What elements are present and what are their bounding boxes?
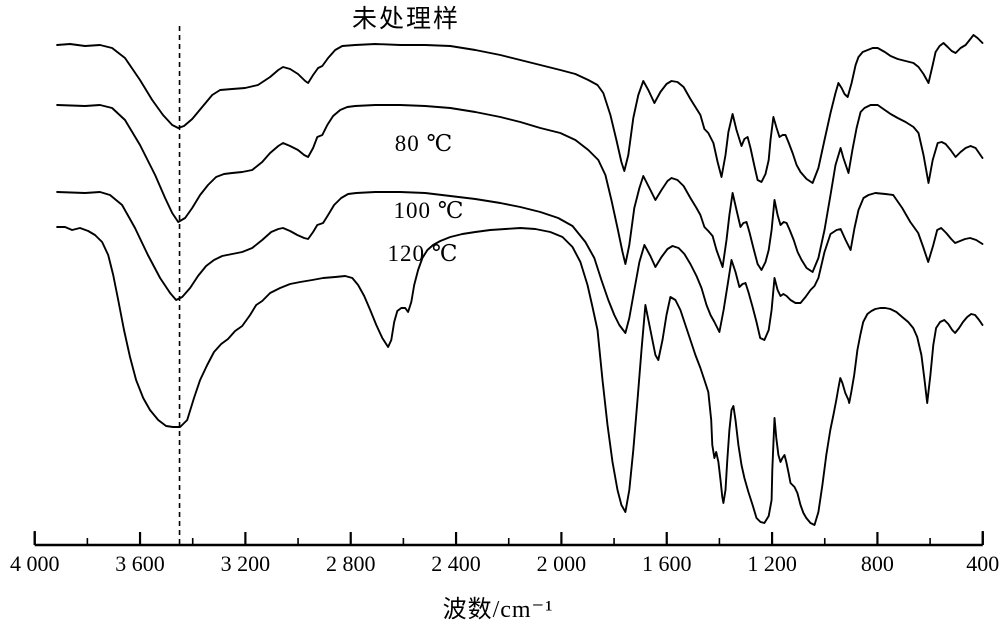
spectrum-curve-80C — [56, 104, 984, 273]
x-axis-title: 波数/cm⁻¹ — [442, 597, 554, 623]
x-tick-label-3200: 3 200 — [220, 551, 271, 576]
spectrum-curve-120C — [56, 226, 984, 526]
x-tick-label-2400: 2 400 — [431, 551, 481, 576]
x-tick-label-3600: 3 600 — [115, 551, 165, 576]
x-axis-minor-ticks — [86, 538, 931, 545]
x-tick-label-800: 800 — [860, 551, 894, 576]
spectrum-curve-untreated — [56, 34, 984, 184]
series-label-untreated: 未处理样 — [351, 6, 461, 33]
x-axis-major-ticks — [33, 532, 984, 545]
x-tick-label-1200: 1 200 — [747, 551, 797, 576]
x-tick-label-1600: 1 600 — [641, 551, 692, 576]
spectrum-curve-100C — [56, 191, 984, 341]
series-label-100c: 100 ℃ — [393, 198, 465, 223]
x-tick-label-2800: 2 800 — [325, 551, 376, 576]
series-label-80c: 80 ℃ — [394, 131, 454, 156]
x-tick-label-2000: 2 000 — [536, 551, 587, 576]
x-tick-label-400: 400 — [966, 551, 1000, 576]
series-label-120c: 120 ℃ — [387, 241, 459, 266]
x-tick-label-4000: 4 000 — [9, 551, 60, 576]
